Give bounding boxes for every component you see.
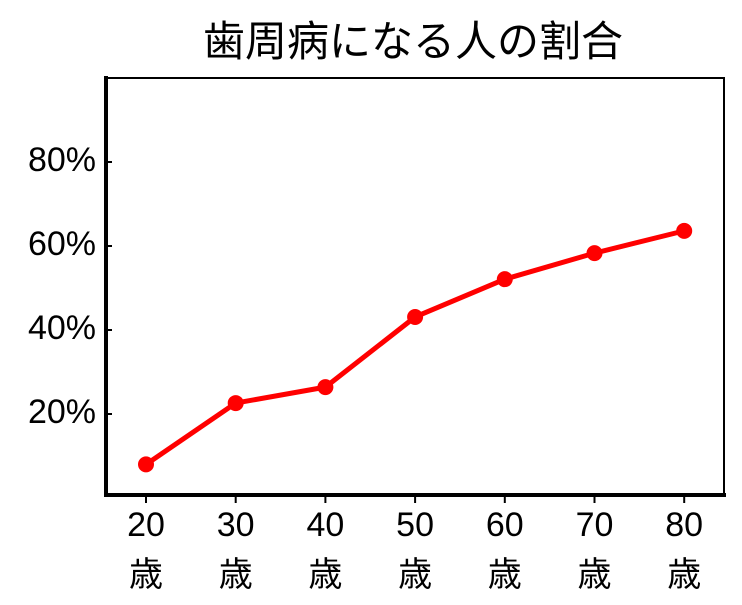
point	[227, 395, 244, 412]
point	[676, 222, 693, 239]
x-tick-label: 40歳	[306, 506, 345, 594]
point	[407, 308, 424, 325]
point	[138, 456, 154, 473]
x-tick-label: 50歳	[396, 506, 434, 594]
y-tick-label: 60%	[28, 225, 96, 263]
y-tick-label: 40%	[28, 309, 96, 347]
plot-frame	[105, 77, 725, 496]
point	[317, 379, 334, 396]
point	[496, 271, 513, 288]
y-tick-label: 80%	[28, 141, 96, 179]
point	[586, 245, 603, 262]
x-tick-label: 70歳	[575, 506, 614, 594]
chart-title: 歯周病になる人の割合	[203, 18, 623, 65]
x-tick-label: 60歳	[485, 506, 524, 594]
y-tick-label: 20%	[28, 393, 96, 431]
line	[144, 228, 685, 467]
x-tick-label: 20歳	[127, 506, 165, 594]
x-tick-label: 30歳	[216, 506, 255, 594]
x-tick-label: 80歳	[665, 506, 704, 594]
